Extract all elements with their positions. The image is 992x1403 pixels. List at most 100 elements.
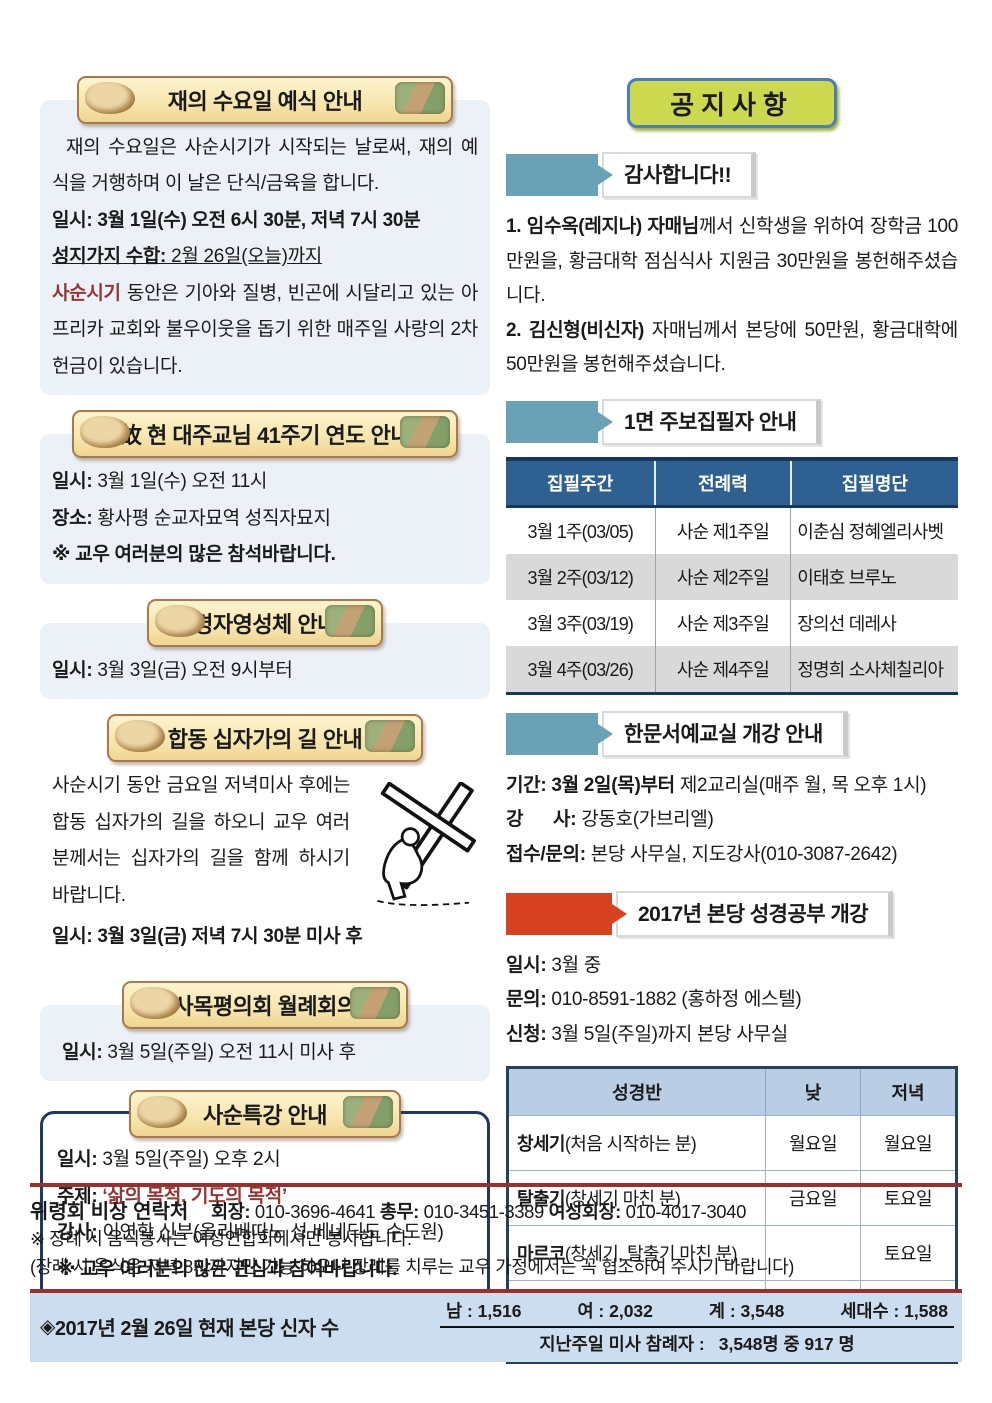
sub-header-title: 2017년 본당 성경공부 개강 <box>616 890 894 937</box>
table-row: 3월 1주(03/05) 사순 제1주일 이춘심 정혜엘리사벳 <box>506 506 958 554</box>
divider-line <box>30 1289 962 1293</box>
value: 3월 5일(주일)까지 본당 사무실 <box>546 1023 788 1045</box>
cell-liturgy: 사순 제2주일 <box>654 553 791 600</box>
section-body: 일시: 3월 1일(수) 오전 11시 장소: 황사평 순교자묘역 성직자묘지 … <box>40 434 490 584</box>
datetime-line: 일시: 3월 1일(수) 오전 6시 30분, 저녁 7시 30분 <box>52 209 421 231</box>
member-counts-row: 남 : 1,516 여 : 2,032 계 : 3,548 세대수 : 1,58… <box>440 1297 954 1328</box>
value: 이연학 신부(올리베따노 성 베네딕도 수도원) <box>97 1222 444 1244</box>
section-body: 사순시기 동안 금요일 저녁미사 후에는 합동 십자가의 길을 하오니 교우 여… <box>40 738 490 966</box>
sub-header: 감사합니다!! <box>506 152 958 198</box>
phone-number: 010-3451-3389 <box>418 1201 549 1222</box>
jesus-icon <box>350 986 400 1019</box>
statistics-values: 남 : 1,516 여 : 2,032 계 : 3,548 세대수 : 1,58… <box>440 1297 954 1356</box>
cell-writer: 정명희 소사체칠리아 <box>790 645 958 694</box>
book-name: 창세기 <box>517 1134 565 1155</box>
lent-text: 동안은 기아와 질병, 빈곤에 시달리고 있는 아프리카 교회와 불우이웃을 돕… <box>52 282 478 377</box>
female-count: 여 : 2,032 <box>577 1298 652 1323</box>
thanks-item: 2. 김신형(비신자) 자매님께서 본당에 50만원, 황금대학에 50만원을 … <box>506 314 958 383</box>
column-header: 집필명단 <box>789 456 958 508</box>
section-title: 사순특강 안내 <box>202 1103 328 1129</box>
donation-text: 자매님께서 본당에 50만원, 황금대학에 50만원을 봉헌해주셨습니다. <box>506 319 958 376</box>
cell-day <box>765 1225 861 1281</box>
paragraph: 사순시기 동안 금요일 저녁미사 후에는 합동 십자가의 길을 하오니 교우 여… <box>52 775 350 906</box>
value: 3월 중 <box>546 954 601 976</box>
cell-week: 3월 2주(03/12) <box>527 567 634 588</box>
datetime-line: 일시: 3월 5일(주일) 오전 11시 미사 후 <box>52 1035 478 1071</box>
writers-table: 집필주간 전례력 집필명단 3월 1주(03/05) 사순 제1주일 이춘심 정… <box>506 456 958 695</box>
section-banner: 재의 수요일 예식 안내 <box>77 76 453 124</box>
cell-writer: 이태호 브루노 <box>790 553 958 600</box>
lent-paragraph: 사순시기 동안은 기아와 질병, 빈곤에 시달리고 있는 아프리카 교회와 불우… <box>52 276 478 385</box>
section-sick-communion: 병자영성체 안내 일시: 3월 3일(금) 오전 9시부터 <box>40 598 490 700</box>
funeral-note: ※ 장례 시 음식봉사는 여성연합회에서만 봉사합니다. <box>30 1229 412 1249</box>
note-line: ※ 교우 여러분의 많은 관심과 참여바랍니다. <box>57 1258 398 1280</box>
label: 강 사: <box>506 809 577 831</box>
lamb-icon <box>80 416 130 449</box>
section-banner: 합동 십자가의 길 안내 <box>107 714 423 763</box>
lent-label: 사순시기 <box>52 282 121 304</box>
sub-header-title: 1면 주보집필자 안내 <box>602 398 822 445</box>
label: 일시: <box>57 1149 98 1171</box>
label: 접수/문의: <box>506 844 586 866</box>
sub-header-title: 한문서예교실 개강 안내 <box>602 710 848 757</box>
contact-line: 접수/문의: 본당 사무실, 지도강사(010-3087-2642) <box>506 838 958 873</box>
label: 문의: <box>506 989 547 1011</box>
label: 일시: <box>52 659 93 681</box>
section-banner: 사순특강 안내 <box>129 1090 401 1139</box>
datetime-line: 일시: 3월 3일(금) 오전 9시부터 <box>52 653 478 689</box>
paragraph: 재의 수요일은 사순시기가 시작되는 날로써, 재의 예식을 거행하며 이 날은… <box>52 137 478 195</box>
label: 신청: <box>506 1023 547 1045</box>
red-tab-shape <box>506 892 612 935</box>
cell-liturgy: 사순 제3주일 <box>654 599 791 646</box>
lamb-icon <box>130 986 180 1019</box>
label: 세대수 : <box>840 1301 905 1321</box>
inquiry-line: 문의: 010-8591-1882 (홍하정 에스텔) <box>506 983 958 1018</box>
table-row: 마르코(창세기, 탈출기 마친 분) 토요일 <box>507 1225 957 1281</box>
book-desc: (창세기, 탈출기 마친 분) <box>564 1244 738 1265</box>
table-header-row: 성경반 낮 저녁 <box>507 1067 957 1116</box>
sub-header: 2017년 본당 성경공부 개강 <box>506 890 958 937</box>
label: 일시: <box>62 1041 103 1063</box>
right-column: 공지사항 감사합니다!! 1. 임수옥(레지나) 자매님께서 신학생을 위하여 … <box>506 76 958 1365</box>
label: 회장: <box>211 1201 251 1222</box>
section-lent-lecture: 사순특강 안내 일시: 3월 5일(주일) 오후 2시 주제: ‘삶의 목적, … <box>40 1090 490 1304</box>
cell-week: 3월 1주(03/05) <box>527 521 634 542</box>
topic-line: 주제: ‘삶의 목적, 기도의 목적’ <box>57 1179 473 1215</box>
label: 강사: <box>57 1222 98 1244</box>
label: 장소: <box>52 507 93 529</box>
section-memorial: 故 현 대주교님 41주기 연도 안내 일시: 3월 1일(수) 오전 11시 … <box>40 410 490 584</box>
section-title: 병자영성체 안내 <box>193 611 337 637</box>
value: 2월 26일(오늘)까지 <box>166 246 322 268</box>
label: 지난주일 미사 참례자 : <box>539 1334 705 1354</box>
cell-writer: 장의선 데레사 <box>790 599 958 646</box>
column-header: 낮 <box>765 1067 861 1116</box>
datetime-line: 일시: 3월 5일(주일) 오후 2시 <box>57 1142 473 1178</box>
teal-tab-shape <box>506 712 598 755</box>
statistics-title-text: 2017년 2월 26일 현재 본당 신자 수 <box>54 1318 339 1340</box>
male-count: 남 : 1,516 <box>446 1298 521 1323</box>
cell-week: 3월 4주(03/26) <box>527 659 634 680</box>
column-header: 성경반 <box>507 1067 766 1116</box>
value: 2,032 <box>609 1301 653 1321</box>
statistics-title: ◈ 2017년 2월 26일 현재 본당 신자 수 <box>40 1297 440 1356</box>
palm-collection-line: 성지가지 수합: 2월 26일(오늘)까지 <box>52 239 478 275</box>
donor-name: 1. 임수옥(레지나) 자매님 <box>506 216 699 237</box>
household-count: 세대수 : 1,588 <box>840 1298 948 1323</box>
cell-writer: 이춘심 정혜엘리사벳 <box>790 506 958 554</box>
funeral-note-detail: (장례 시 음식은 저녁 8시까지만 가능 하오니 장례를 치루는 교우 가정에… <box>30 1257 794 1278</box>
label: 남 : <box>446 1301 478 1321</box>
cell-evening: 월요일 <box>860 1115 957 1171</box>
datetime-line: 일시: 3월 중 <box>506 949 958 984</box>
label: 성지가지 수합: <box>52 246 167 268</box>
place-line: 장소: 황사평 순교자묘역 성직자묘지 <box>52 501 478 537</box>
cell-class: 창세기(처음 시작하는 분) <box>507 1115 766 1171</box>
cell-evening: 토요일 <box>860 1225 957 1281</box>
table-header-row: 집필주간 전례력 집필명단 <box>506 456 958 508</box>
parish-statistics: ◈ 2017년 2월 26일 현재 본당 신자 수 남 : 1,516 여 : … <box>30 1289 962 1362</box>
section-thanks: 감사합니다!! 1. 임수옥(레지나) 자매님께서 신학생을 위하여 장학금 1… <box>506 152 958 383</box>
cell-week: 3월 3주(03/19) <box>527 613 634 634</box>
notice-title: 공지사항 <box>670 89 794 120</box>
section-title: 재의 수요일 예식 안내 <box>167 89 363 114</box>
table-row: 3월 2주(03/12) 사순 제2주일 이태호 브루노 <box>506 553 958 600</box>
